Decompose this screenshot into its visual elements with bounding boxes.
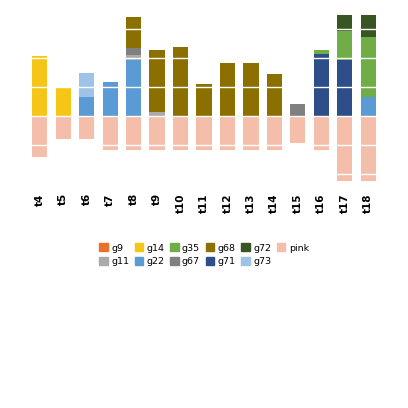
Bar [173,116,188,150]
Bar [361,97,376,116]
Bar [361,116,376,181]
Bar [126,48,141,55]
Bar [149,50,165,112]
Bar [32,116,47,157]
Bar [290,116,306,143]
Bar [79,97,94,116]
Bar [32,56,47,116]
Bar [79,73,94,97]
Bar [361,0,376,37]
Bar [314,116,329,150]
Bar [149,112,165,116]
Bar [290,104,306,116]
Bar [243,63,259,116]
Bar [102,82,118,116]
Bar [55,87,71,116]
Bar [314,50,329,53]
Bar [126,116,141,150]
Bar [267,74,282,116]
Bar [314,53,329,116]
Bar [55,116,71,139]
Bar [149,116,165,150]
Bar [220,63,235,116]
Bar [196,84,212,116]
Bar [173,47,188,116]
Legend: g9, g11, g14, g22, g35, g67, g68, g71, g72, g73, pink: g9, g11, g14, g22, g35, g67, g68, g71, g… [98,242,310,268]
Bar [126,55,141,60]
Bar [337,0,353,31]
Bar [126,60,141,116]
Bar [337,31,353,60]
Bar [337,60,353,116]
Bar [102,116,118,150]
Bar [196,116,212,150]
Bar [220,116,235,150]
Bar [79,116,94,139]
Bar [361,37,376,97]
Bar [267,116,282,150]
Bar [126,17,141,48]
Bar [243,116,259,150]
Bar [337,116,353,181]
